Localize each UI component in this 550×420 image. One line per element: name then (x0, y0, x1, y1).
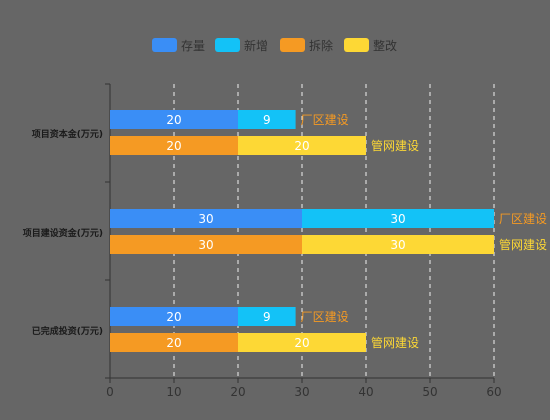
bar-value-label: 30 (390, 212, 405, 226)
stack-end-label: 管网建设 (499, 237, 547, 252)
legend: 存量 新增 拆除 整改 (152, 38, 397, 53)
bar-value-label: 30 (390, 238, 405, 252)
bar-value-label: 20 (166, 336, 181, 350)
bar-segment[interactable] (110, 333, 238, 352)
legend-swatch[interactable] (280, 38, 305, 52)
bar-value-label: 30 (198, 238, 213, 252)
bar-segment[interactable] (302, 235, 494, 254)
x-tick-label: 0 (106, 385, 114, 399)
bar-segment[interactable] (238, 110, 296, 129)
bar-value-label: 20 (294, 139, 309, 153)
bar-value-label: 9 (263, 113, 271, 127)
legend-swatch[interactable] (152, 38, 177, 52)
bar-value-label: 20 (166, 310, 181, 324)
x-tick-label: 30 (294, 385, 309, 399)
bar-segment[interactable] (110, 209, 302, 228)
legend-label[interactable]: 拆除 (309, 38, 333, 53)
bar-segment[interactable] (110, 307, 238, 326)
grid-lines (173, 84, 495, 378)
bar-segment[interactable] (238, 307, 296, 326)
legend-swatch[interactable] (344, 38, 369, 52)
x-tick-label: 20 (230, 385, 245, 399)
bar-segment[interactable] (110, 110, 238, 129)
bar-value-label: 30 (198, 212, 213, 226)
axes: 0 10 20 30 40 50 60 项目资本金(万元) 项目建设资金(万元) 已完成投资(万元… (23, 83, 502, 399)
legend-label[interactable]: 存量 (181, 39, 205, 53)
x-tick-label: 60 (486, 385, 501, 399)
labels: 20 9 厂区建设 20 20 管网建设 30 30 厂区建设 30 30 管网建设 20 9 厂区建设 20… (166, 113, 547, 350)
category-label: 项目建设资金(万元) (23, 227, 103, 239)
bar-value-label: 20 (166, 139, 181, 153)
bars (110, 110, 494, 352)
bar-segment[interactable] (110, 136, 238, 155)
bar-value-label: 20 (166, 113, 181, 127)
bar-value-label: 9 (263, 310, 271, 324)
category-label: 项目资本金(万元) (32, 128, 103, 140)
bar-segment[interactable] (238, 333, 366, 352)
legend-label[interactable]: 整改 (373, 38, 397, 53)
category-label: 已完成投资(万元) (32, 325, 103, 337)
x-tick-label: 40 (358, 385, 373, 399)
stack-end-label: 厂区建设 (301, 310, 349, 324)
legend-swatch[interactable] (215, 38, 240, 52)
stack-end-label: 管网建设 (371, 335, 419, 350)
legend-label[interactable]: 新增 (244, 38, 268, 53)
bar-segment[interactable] (110, 235, 302, 254)
bar-segment[interactable] (238, 136, 366, 155)
x-tick-label: 50 (422, 385, 437, 399)
stack-end-label: 厂区建设 (499, 212, 547, 226)
bar-segment[interactable] (302, 209, 494, 228)
stack-end-label: 管网建设 (371, 138, 419, 153)
stack-end-label: 厂区建设 (301, 113, 349, 127)
bar-value-label: 20 (294, 336, 309, 350)
x-tick-label: 10 (166, 385, 181, 399)
